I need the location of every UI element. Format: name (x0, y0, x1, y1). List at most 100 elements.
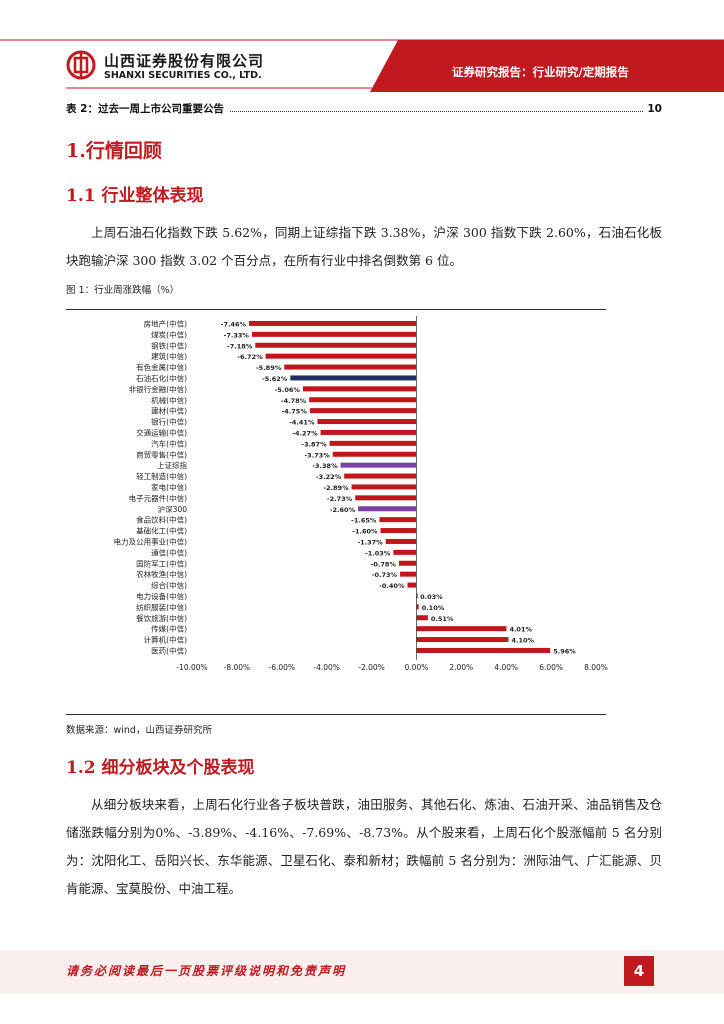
chart-category-label: 汽车(中信) (151, 438, 187, 448)
chart-category-label: 建材(中信) (151, 406, 187, 416)
chart-bar (400, 571, 417, 577)
chart-value-label: -3.87% (301, 440, 327, 448)
chart-bar (332, 451, 417, 457)
chart-bar (416, 647, 551, 653)
chart-bar (416, 593, 418, 599)
section-1-heading: 1.行情回顾 (66, 140, 162, 162)
chart-value-label: -5.62% (262, 375, 288, 383)
chart-value-label: -1.37% (357, 538, 383, 546)
chart-value-label: -0.78% (371, 560, 397, 568)
chart-bar (302, 386, 417, 392)
chart-category-label: 建筑(中信) (151, 351, 187, 361)
chart-bar (290, 375, 417, 381)
chart-bar (416, 604, 419, 610)
chart-category-label: 钢铁(中信) (151, 340, 187, 350)
chart-category-label: 非银行金融(中信) (129, 384, 187, 394)
chart-x-tick-label: -6.00% (269, 663, 296, 672)
chart-category-label: 基础化工(中信) (136, 526, 187, 536)
chart-bar (398, 560, 417, 566)
chart-category-label: 计算机(中信) (144, 635, 187, 645)
chart-category-label: 通信(中信) (151, 547, 187, 557)
chart-value-label: -2.89% (323, 484, 349, 492)
chart-category-label: 轻工制造(中信) (136, 471, 187, 481)
chart-category-label: 交通运输(中信) (136, 427, 187, 437)
footer-disclaimer: 请务必阅读最后一页股票评级说明和免责声明 (66, 964, 347, 978)
chart-bar (416, 615, 428, 621)
chart-value-label: 0.10% (422, 604, 445, 612)
chart-bar (251, 331, 417, 337)
chart-bar (309, 397, 417, 403)
chart-bar (344, 473, 417, 479)
chart-x-tick-label: -2.00% (358, 663, 385, 672)
chart-x-tick-label: 2.00% (449, 663, 473, 672)
section-1-1-paragraph: 上周石油石化指数下跌 5.62%，同期上证综指下跌 3.38%，沪深 300 指… (66, 225, 662, 268)
chart-value-label: -7.46% (221, 320, 247, 328)
figure-title: 图 1：行业周涨跌幅（%） (66, 285, 180, 296)
figure-bottom-rule (66, 714, 606, 715)
chart-category-label: 石油石化(中信) (136, 373, 187, 383)
toc-dots (229, 111, 644, 112)
chart-bar (320, 429, 417, 435)
chart-bar (255, 342, 417, 348)
chart-value-label: -4.78% (281, 397, 307, 405)
chart-category-label: 电力及公用事业(中信) (114, 536, 187, 546)
chart-value-label: -4.41% (289, 419, 315, 427)
chart-bar (309, 408, 417, 414)
footer-band (0, 950, 724, 994)
chart-value-label: -3.73% (304, 451, 330, 459)
chart-x-tick-label: 8.00% (584, 663, 608, 672)
chart-category-label: 家电(中信) (151, 482, 187, 492)
chart-bar (407, 582, 417, 588)
chart-x-tick-label: 4.00% (494, 663, 518, 672)
chart-value-label: 4.01% (509, 626, 532, 634)
chart-category-label: 房地产(中信) (144, 318, 187, 328)
chart-bar (385, 538, 417, 544)
chart-category-label: 机械(中信) (151, 395, 187, 405)
page-number: 4 (624, 956, 654, 986)
section-1-2-heading: 1.2 细分板块及个股表现 (66, 758, 255, 778)
company-name-en: SHANXI SECURITIES CO., LTD. (104, 70, 262, 81)
chart-category-label: 医药(中信) (151, 645, 187, 655)
chart-category-label: 煤炭(中信) (151, 329, 187, 339)
chart-bar (416, 637, 509, 643)
chart-bar (329, 440, 417, 446)
chart-value-label: -7.33% (224, 331, 250, 339)
chart-value-label: -2.60% (330, 506, 356, 514)
chart-bar (393, 549, 417, 555)
chart-bar (265, 353, 417, 359)
chart-value-label: -7.18% (227, 342, 253, 350)
chart-x-tick-label: 0.00% (405, 663, 429, 672)
chart-category-label: 传媒(中信) (151, 624, 187, 634)
chart-bar (379, 517, 417, 523)
chart-category-label: 农林牧渔(中信) (136, 569, 187, 579)
chart-bar (249, 320, 417, 326)
chart-value-label: 0.51% (431, 615, 454, 623)
chart-bar (358, 506, 417, 512)
report-type: 证券研究报告：行业研究/定期报告 (452, 65, 629, 79)
chart-value-label: -0.40% (379, 582, 405, 590)
chart-value-label: -5.06% (275, 386, 301, 394)
chart-bar (380, 528, 417, 534)
chart-category-label: 沪深300 (158, 504, 188, 514)
toc-label: 表 2：过去一周上市公司重要公告 (66, 103, 224, 115)
chart-category-label: 银行(中信) (151, 417, 187, 427)
chart-bar (317, 419, 417, 425)
chart-value-label: 5.96% (553, 647, 576, 655)
chart-value-label: -1.03% (365, 549, 391, 557)
page-header: 山西证券股份有限公司 SHANXI SECURITIES CO., LTD. 证… (0, 0, 724, 92)
company-name-cn: 山西证券股份有限公司 (104, 52, 265, 70)
chart-value-label: -2.73% (327, 495, 353, 503)
chart-value-label: -1.65% (351, 517, 377, 525)
header-band (0, 39, 724, 92)
chart-x-tick-label: -8.00% (224, 663, 251, 672)
chart-bar (284, 364, 417, 370)
toc-entry[interactable]: 表 2：过去一周上市公司重要公告 10 (66, 101, 662, 116)
chart-bar (340, 462, 417, 468)
chart-value-label: -4.75% (282, 408, 308, 416)
chart-bar (416, 626, 507, 632)
figure-source: 数据来源：wind，山西证券研究所 (66, 725, 212, 736)
chart-value-label: 4.10% (511, 637, 534, 645)
chart-value-label: -3.38% (312, 462, 338, 470)
chart-value-label: 0.03% (420, 593, 443, 601)
